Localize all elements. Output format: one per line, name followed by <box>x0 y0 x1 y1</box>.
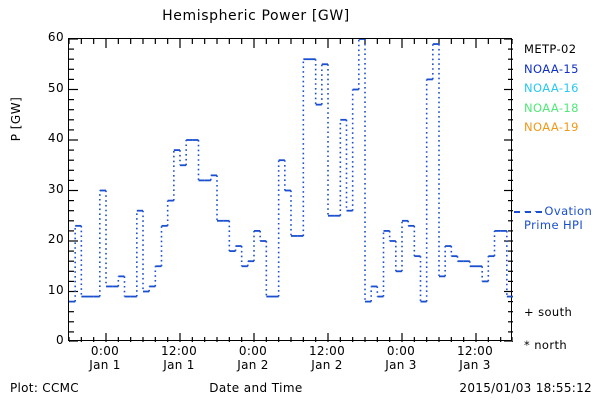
x-tick-time: 12:00 <box>308 344 346 358</box>
x-tick-date: Jan 2 <box>311 357 343 372</box>
legend-ovation-line2: Prime HPI <box>524 217 584 232</box>
x-axis-tick-label: 0:00 Jan 1 <box>60 344 150 372</box>
legend-satellites: METP-02 NOAA-15 NOAA-16 NOAA-18 NOAA-19 <box>524 40 600 138</box>
x-tick-date: Jan 1 <box>163 357 195 372</box>
x-tick-time: 0:00 <box>386 344 416 358</box>
x-tick-time: 12:00 <box>160 344 198 358</box>
x-tick-time: 0:00 <box>238 344 268 358</box>
y-axis-tick-label: 10 <box>47 282 64 297</box>
legend-ovation-line1: – – Ovation <box>524 204 593 218</box>
legend-entry-noaa-18: NOAA-18 <box>524 100 579 115</box>
plot-source-label: Plot: CCMC <box>10 381 79 395</box>
y-axis-label: P [GW] <box>9 96 23 142</box>
y-axis-tick-label: 40 <box>47 131 64 145</box>
x-axis-tick-label: 0:00 Jan 3 <box>356 344 446 372</box>
dashed-line-icon <box>514 210 542 213</box>
x-tick-date: Jan 2 <box>237 357 269 372</box>
x-tick-time: 12:00 <box>456 344 494 358</box>
x-axis-tick-label: 12:00 Jan 2 <box>282 344 372 372</box>
plot-area <box>68 38 513 342</box>
chart-title: Hemispheric Power [GW] <box>162 8 350 24</box>
x-tick-time: 0:00 <box>90 344 120 358</box>
x-axis-tick-label: 12:00 Jan 1 <box>134 344 224 372</box>
x-axis-tick-label: 0:00 Jan 2 <box>208 344 298 372</box>
legend-marker-south: + south <box>524 305 573 319</box>
x-axis-tick-labels: 0:00 Jan 1 12:00 Jan 1 0:00 Jan 2 12:00 Jan 2 0:… <box>68 344 512 379</box>
legend-marker-north: * north <box>524 338 568 352</box>
x-tick-date: Jan 3 <box>459 357 491 372</box>
y-axis-tick-label: 60 <box>47 30 64 44</box>
x-axis-tick-label: 12:00 Jan 3 <box>430 344 520 372</box>
data-series-ovation-prime-hpi <box>69 39 513 303</box>
y-axis-tick-label: 0 <box>55 333 64 347</box>
legend-entry-noaa-16: NOAA-16 <box>524 81 579 95</box>
y-axis-tick-label: 50 <box>47 80 64 95</box>
legend-entry-noaa-15: NOAA-15 <box>524 61 579 76</box>
axis-ticks <box>69 39 513 342</box>
legend-markers: + south * north <box>524 296 600 362</box>
y-axis-tick-label: 30 <box>47 181 64 196</box>
x-axis-label: Date and Time <box>209 381 303 395</box>
legend-ovation-prime: – – Ovation Prime HPI <box>514 204 600 232</box>
x-tick-date: Jan 1 <box>89 357 121 372</box>
x-tick-date: Jan 3 <box>385 357 417 372</box>
y-axis-tick-label: 20 <box>47 232 64 246</box>
legend-entry-noaa-19: NOAA-19 <box>524 120 579 134</box>
legend-entry-metp-02: METP-02 <box>524 42 577 56</box>
y-axis-tick-labels: 0 10 20 30 40 50 60 <box>20 30 64 347</box>
plot-timestamp: 2015/01/03 18:55:12 <box>459 381 592 395</box>
